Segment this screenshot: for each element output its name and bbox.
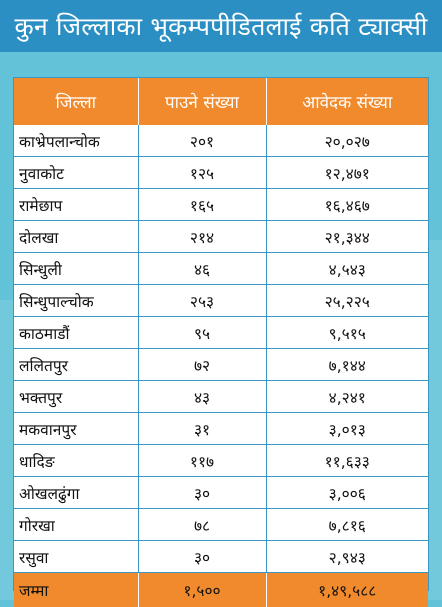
district-cell: काठमाडौं [14, 317, 138, 349]
district-cell: मकवानपुर [14, 413, 138, 445]
district-cell: रामेछाप [14, 189, 138, 221]
table-total-row: जम्मा १,५०० १,४९,५८८ [14, 573, 428, 607]
district-cell: सिन्धुली [14, 253, 138, 285]
district-cell: दोलखा [14, 221, 138, 253]
applicants-cell: २५,२२५ [266, 285, 428, 317]
data-table-container: जिल्ला पाउने संख्या आवेदक संख्या काभ्रेप… [14, 78, 428, 590]
district-cell: नुवाकोट [14, 157, 138, 189]
applicants-cell: ३,०१३ [266, 413, 428, 445]
applicants-cell: ७,८१६ [266, 509, 428, 541]
district-cell: धादिङ [14, 445, 138, 477]
allocated-cell: ११७ [138, 445, 266, 477]
applicants-cell: ९,५१५ [266, 317, 428, 349]
allocated-cell: २१४ [138, 221, 266, 253]
taxi-distribution-table: जिल्ला पाउने संख्या आवेदक संख्या काभ्रेप… [14, 78, 428, 607]
allocated-cell: ३० [138, 477, 266, 509]
total-label: जम्मा [14, 573, 138, 607]
background-building [428, 240, 442, 600]
background-building [0, 300, 14, 600]
applicants-cell: २१,३४४ [266, 221, 428, 253]
applicants-cell: ७,१४४ [266, 349, 428, 381]
allocated-cell: १६५ [138, 189, 266, 221]
applicants-cell: २,९४३ [266, 541, 428, 573]
total-applicants: १,४९,५८८ [266, 573, 428, 607]
header-district: जिल्ला [14, 78, 138, 125]
applicants-cell: ११,६३३ [266, 445, 428, 477]
district-cell: गोरखा [14, 509, 138, 541]
allocated-cell: ३१ [138, 413, 266, 445]
allocated-cell: २०१ [138, 125, 266, 157]
table-header-row: जिल्ला पाउने संख्या आवेदक संख्या [14, 78, 428, 125]
applicants-cell: १६,४६७ [266, 189, 428, 221]
page-title: कुन जिल्लाका भूकम्पपीडितलाई कति ट्याक्सी [14, 9, 427, 43]
allocated-cell: ७८ [138, 509, 266, 541]
district-cell: काभ्रेपलान्चोक [14, 125, 138, 157]
allocated-cell: ३० [138, 541, 266, 573]
allocated-cell: ४३ [138, 381, 266, 413]
header-applicants: आवेदक संख्या [266, 78, 428, 125]
district-cell: ललितपुर [14, 349, 138, 381]
allocated-cell: ९५ [138, 317, 266, 349]
applicants-cell: १२,४७१ [266, 157, 428, 189]
district-cell: ओखलढुंगा [14, 477, 138, 509]
applicants-cell: ४,२४१ [266, 381, 428, 413]
applicants-cell: ४,५४३ [266, 253, 428, 285]
total-allocated: १,५०० [138, 573, 266, 607]
title-bar: कुन जिल्लाका भूकम्पपीडितलाई कति ट्याक्सी [0, 0, 442, 52]
district-cell: रसुवा [14, 541, 138, 573]
allocated-cell: २५३ [138, 285, 266, 317]
applicants-cell: २०,०२७ [266, 125, 428, 157]
allocated-cell: ४६ [138, 253, 266, 285]
allocated-cell: १२५ [138, 157, 266, 189]
applicants-cell: ३,००६ [266, 477, 428, 509]
header-allocated: पाउने संख्या [138, 78, 266, 125]
district-cell: सिन्धुपाल्चोक [14, 285, 138, 317]
allocated-cell: ७२ [138, 349, 266, 381]
district-cell: भक्तपुर [14, 381, 138, 413]
